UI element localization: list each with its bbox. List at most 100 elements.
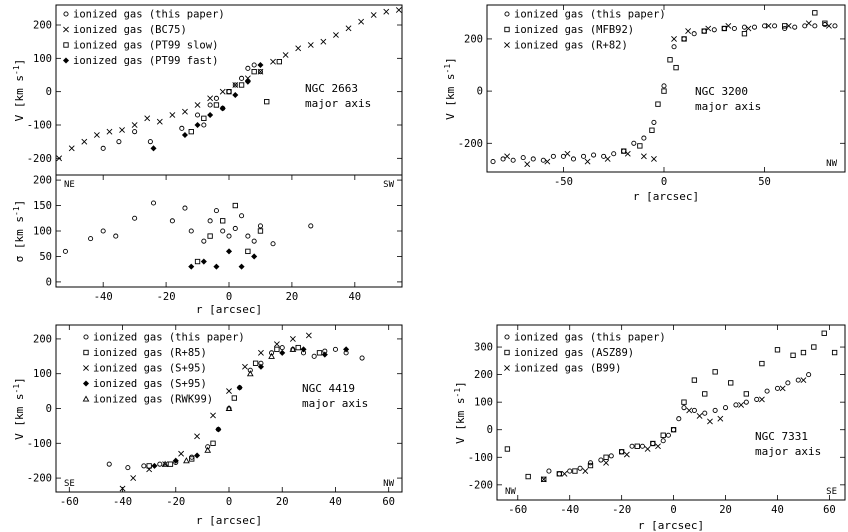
data-point xyxy=(213,102,220,108)
data-point xyxy=(226,89,232,95)
y-tick-label: -200 xyxy=(468,479,493,491)
data-point xyxy=(156,118,163,125)
data-point xyxy=(556,471,562,477)
y-tick-label: 200 xyxy=(33,333,52,345)
data-point xyxy=(741,31,748,37)
data-point xyxy=(774,347,781,353)
data-point xyxy=(220,228,226,234)
legend-marker xyxy=(83,365,89,371)
data-point xyxy=(62,248,68,254)
data-point xyxy=(655,101,661,107)
data-point xyxy=(257,363,264,370)
data-point xyxy=(795,377,801,383)
data-point xyxy=(649,127,655,133)
data-point xyxy=(644,446,651,452)
data-point xyxy=(289,345,297,352)
data-point xyxy=(146,466,153,473)
data-point xyxy=(182,108,188,115)
series-0 xyxy=(100,62,263,151)
data-point xyxy=(728,380,734,386)
data-point xyxy=(782,23,788,29)
data-point xyxy=(822,20,828,26)
data-point xyxy=(544,158,551,165)
y-tick-label: 150 xyxy=(33,200,52,212)
series-4 xyxy=(161,345,297,467)
data-point xyxy=(758,396,765,403)
data-point xyxy=(621,148,627,154)
data-point xyxy=(132,215,138,221)
axis-note: major axis xyxy=(305,97,371,110)
y-tick-label: -100 xyxy=(27,438,52,450)
plot-frame xyxy=(496,324,846,501)
data-point xyxy=(603,459,609,466)
data-point xyxy=(279,349,286,356)
legend-entry: ionized gas (S+95) xyxy=(93,378,207,390)
data-point xyxy=(305,332,312,339)
data-point xyxy=(276,59,282,65)
data-point xyxy=(161,460,169,467)
data-point xyxy=(188,263,195,270)
data-point xyxy=(169,218,175,224)
data-point xyxy=(100,145,106,151)
data-point xyxy=(150,200,157,206)
data-point xyxy=(655,443,661,450)
data-point xyxy=(257,223,263,229)
data-point xyxy=(200,258,207,265)
x-axis-label: r [arcsec] xyxy=(196,303,262,316)
data-point xyxy=(210,440,216,446)
x-tick-label: 60 xyxy=(382,496,395,508)
data-point xyxy=(239,75,245,81)
data-point xyxy=(779,385,786,392)
data-point xyxy=(113,233,119,239)
legend-marker xyxy=(63,11,69,17)
x-tick-label: 50 xyxy=(758,176,771,188)
data-point xyxy=(194,452,201,459)
x-tick-label: -40 xyxy=(94,291,113,303)
data-point xyxy=(790,352,796,358)
data-point xyxy=(232,82,238,88)
data-point xyxy=(650,440,656,447)
data-point xyxy=(88,236,94,242)
data-point xyxy=(274,346,280,353)
data-point xyxy=(691,31,697,37)
data-point xyxy=(311,353,317,359)
data-point xyxy=(822,22,828,28)
data-point xyxy=(300,346,307,353)
data-point xyxy=(741,24,747,30)
data-point xyxy=(238,82,245,88)
data-point xyxy=(702,410,708,416)
x-axis-label: r [arcsec] xyxy=(196,514,262,527)
data-point xyxy=(639,443,645,449)
data-point xyxy=(631,140,637,146)
data-point xyxy=(245,233,251,239)
data-point xyxy=(711,27,717,33)
data-point xyxy=(661,83,667,89)
data-point xyxy=(751,24,758,30)
x-tick-label: 0 xyxy=(226,291,232,303)
series-3 xyxy=(151,346,350,469)
data-point xyxy=(269,350,275,356)
legend-marker xyxy=(504,42,510,48)
data-point xyxy=(116,139,122,145)
data-point xyxy=(150,145,157,152)
legend-marker xyxy=(504,349,510,356)
data-point xyxy=(510,157,516,163)
data-point xyxy=(619,449,625,455)
legend-entry: ionized gas (R+85) xyxy=(93,347,207,359)
data-point xyxy=(125,465,131,471)
data-point xyxy=(530,156,536,162)
x-tick-label: -40 xyxy=(560,504,579,516)
series-3 xyxy=(150,61,264,152)
data-point xyxy=(540,157,546,163)
data-point xyxy=(673,64,679,71)
legend-marker xyxy=(504,26,510,33)
data-point xyxy=(359,355,365,361)
data-point xyxy=(581,153,587,159)
data-point xyxy=(188,228,194,234)
y-axis-label: V [km s-1] xyxy=(453,381,467,444)
galaxy-name: NGC 3200 xyxy=(695,85,748,98)
data-point xyxy=(270,58,276,65)
y-axis-label: V [km s-1] xyxy=(12,59,26,122)
data-point xyxy=(215,426,222,433)
